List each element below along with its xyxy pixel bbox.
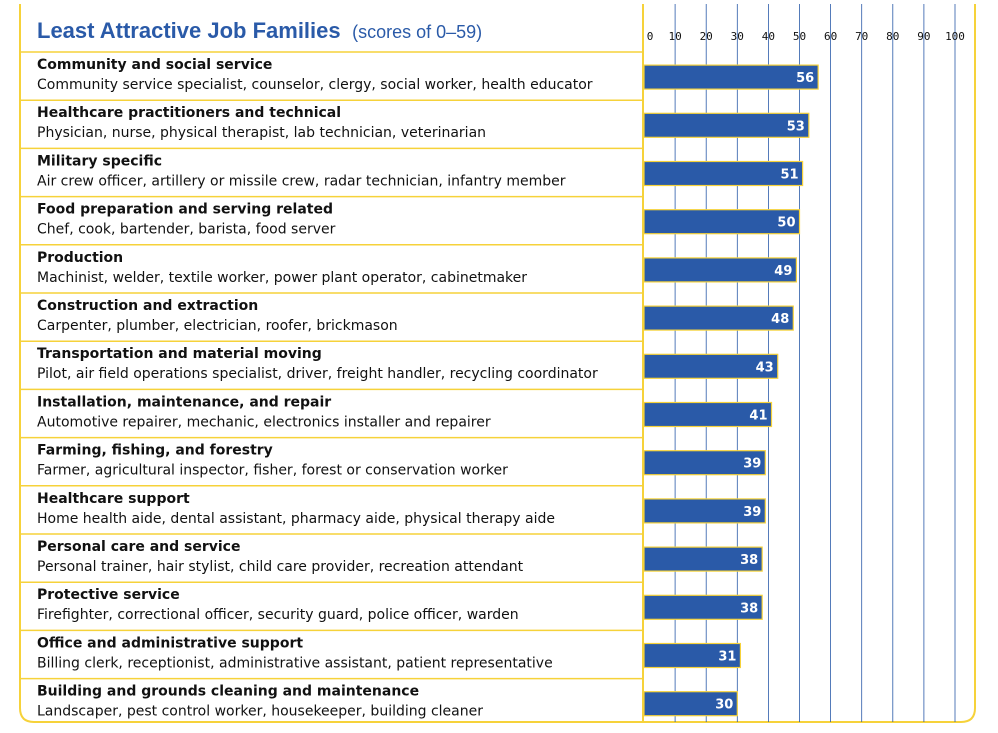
chart-title: Least Attractive Job Families (scores of…	[37, 18, 482, 43]
bar	[643, 691, 738, 717]
bar-value-label: 43	[756, 360, 774, 375]
chart-title-main: Least Attractive Job Families	[37, 18, 341, 43]
bar-value-label: 30	[715, 698, 733, 713]
bar	[643, 401, 773, 428]
category-name: Healthcare support	[37, 491, 190, 507]
bar	[643, 594, 763, 620]
category-name: Farming, fishing, and forestry	[37, 443, 273, 459]
bar-value-label: 39	[743, 457, 761, 472]
bar	[643, 257, 797, 283]
bar-value-label: 56	[796, 71, 814, 86]
category-examples: Home health aide, dental assistant, phar…	[37, 511, 555, 527]
bar	[643, 64, 819, 90]
bar-value-label: 50	[777, 216, 795, 231]
bar-value-label: 51	[781, 168, 799, 183]
category-name: Community and social service	[37, 57, 272, 73]
category-examples: Pilot, air field operations specialist, …	[37, 366, 598, 382]
bar	[643, 209, 801, 235]
x-tick-label: 10	[668, 30, 681, 43]
bar-value-label: 38	[740, 553, 758, 568]
x-tick-label: 40	[762, 30, 775, 43]
category-name: Protective service	[37, 587, 180, 603]
category-examples: Personal trainer, hair stylist, child ca…	[37, 559, 524, 575]
x-tick-label: 60	[824, 30, 837, 43]
bar	[643, 642, 742, 669]
bar-value-label: 49	[774, 264, 792, 279]
bar	[643, 450, 766, 476]
category-examples: Farmer, agricultural inspector, fisher, …	[37, 463, 508, 479]
category-name: Transportation and material moving	[37, 346, 322, 362]
x-tick-label: 30	[731, 30, 744, 43]
x-tick-label: 80	[886, 30, 899, 43]
category-name: Healthcare practitioners and technical	[37, 105, 341, 121]
bar	[643, 353, 779, 379]
bar	[643, 498, 766, 524]
category-examples: Physician, nurse, physical therapist, la…	[37, 125, 486, 141]
bar-value-label: 41	[749, 409, 767, 424]
category-examples: Landscaper, pest control worker, houseke…	[37, 704, 483, 720]
chart-border	[19, 4, 976, 723]
x-tick-label: 50	[793, 30, 806, 43]
category-name: Personal care and service	[37, 539, 240, 555]
category-examples: Machinist, welder, textile worker, power…	[37, 270, 527, 286]
bar	[643, 112, 810, 138]
category-examples: Billing clerk, receptionist, administrat…	[37, 655, 553, 671]
category-name: Production	[37, 250, 123, 266]
bar	[643, 305, 794, 331]
category-examples: Chef, cook, bartender, barista, food ser…	[37, 222, 336, 238]
category-examples: Air crew officer, artillery or missile c…	[37, 173, 566, 189]
bar-value-label: 39	[743, 505, 761, 520]
bar-value-label: 31	[718, 650, 736, 665]
x-tick-label: 70	[855, 30, 868, 43]
bar	[643, 160, 804, 187]
bar-value-label: 53	[787, 119, 805, 134]
category-name: Installation, maintenance, and repair	[37, 394, 331, 410]
x-tick-label: 90	[917, 30, 930, 43]
bar-value-label: 48	[771, 312, 789, 327]
category-examples: Carpenter, plumber, electrician, roofer,…	[37, 318, 398, 334]
category-name: Construction and extraction	[37, 298, 258, 314]
category-name: Office and administrative support	[37, 635, 303, 651]
category-name: Military specific	[37, 153, 162, 169]
category-name: Building and grounds cleaning and mainte…	[37, 684, 419, 700]
category-examples: Firefighter, correctional officer, secur…	[37, 607, 519, 623]
x-tick-label: 0	[647, 30, 654, 43]
category-examples: Automotive repairer, mechanic, electroni…	[37, 414, 491, 430]
x-tick-label: 20	[700, 30, 713, 43]
bar	[643, 546, 763, 572]
category-examples: Community service specialist, counselor,…	[37, 77, 593, 93]
category-name: Food preparation and serving related	[37, 202, 333, 218]
x-tick-label: 100	[945, 30, 965, 43]
bar-value-label: 38	[740, 601, 758, 616]
chart-subtitle: (scores of 0–59)	[352, 22, 482, 42]
